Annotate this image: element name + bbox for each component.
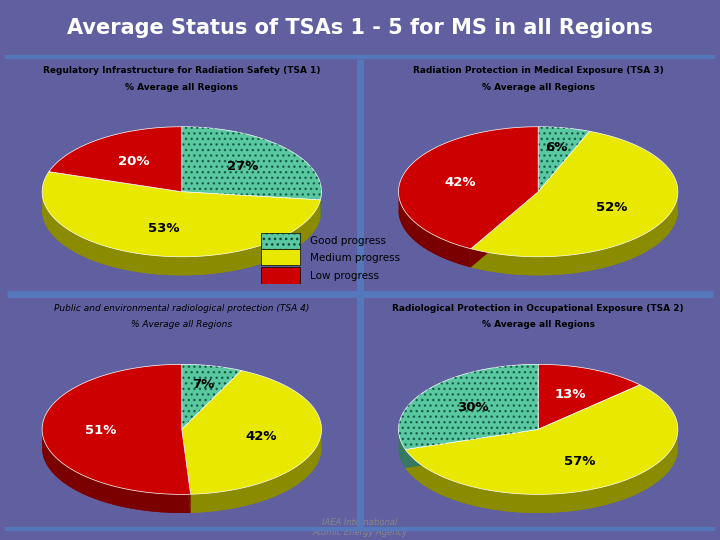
Polygon shape: [42, 192, 320, 275]
Bar: [261, 233, 300, 249]
Text: Radiation Protection in Medical Exposure (TSA 3): Radiation Protection in Medical Exposure…: [413, 66, 664, 76]
Text: Regulatory Infrastructure for Radiation Safety (TSA 1): Regulatory Infrastructure for Radiation …: [43, 66, 320, 76]
Text: Radiological Protection in Occupational Exposure (TSA 2): Radiological Protection in Occupational …: [392, 304, 684, 313]
Bar: [261, 233, 300, 249]
Polygon shape: [181, 448, 321, 513]
Text: Public and environmental radiological protection (TSA 4): Public and environmental radiological pr…: [54, 304, 310, 313]
Polygon shape: [42, 364, 191, 494]
Polygon shape: [181, 192, 320, 219]
Polygon shape: [42, 172, 320, 256]
Text: % Average all Regions: % Average all Regions: [125, 83, 238, 92]
Polygon shape: [181, 370, 321, 494]
Text: 13%: 13%: [554, 388, 586, 401]
Polygon shape: [405, 429, 539, 468]
Polygon shape: [405, 448, 678, 513]
Polygon shape: [471, 192, 678, 275]
Polygon shape: [42, 448, 191, 513]
Text: 20%: 20%: [118, 155, 150, 168]
Polygon shape: [181, 364, 241, 429]
Polygon shape: [181, 210, 321, 219]
Polygon shape: [399, 448, 539, 468]
Polygon shape: [399, 127, 539, 249]
Polygon shape: [181, 429, 191, 513]
Polygon shape: [405, 385, 678, 494]
Polygon shape: [399, 364, 539, 449]
Text: 51%: 51%: [85, 424, 117, 437]
Bar: [261, 267, 300, 284]
Polygon shape: [399, 429, 405, 468]
Polygon shape: [399, 192, 471, 267]
Polygon shape: [181, 127, 321, 200]
Polygon shape: [42, 430, 191, 513]
Polygon shape: [399, 210, 539, 267]
Polygon shape: [405, 429, 539, 468]
Text: 30%: 30%: [457, 401, 488, 414]
Text: Medium progress: Medium progress: [310, 253, 400, 262]
Polygon shape: [539, 127, 590, 192]
Text: % Average all Regions: % Average all Regions: [482, 83, 595, 92]
Polygon shape: [191, 430, 321, 513]
Polygon shape: [471, 131, 678, 256]
Polygon shape: [320, 192, 321, 219]
Text: 57%: 57%: [564, 455, 595, 468]
Text: Good progress: Good progress: [310, 237, 387, 246]
Text: Average Status of TSAs 1 - 5 for MS in all Regions: Average Status of TSAs 1 - 5 for MS in a…: [67, 18, 653, 38]
Text: Low progress: Low progress: [310, 271, 379, 281]
Polygon shape: [42, 210, 320, 275]
Text: 42%: 42%: [444, 176, 475, 189]
Text: % Average all Regions: % Average all Regions: [131, 320, 233, 329]
Text: 52%: 52%: [596, 201, 627, 214]
Text: 27%: 27%: [227, 160, 258, 173]
Text: 6%: 6%: [545, 140, 567, 153]
Text: IAEA International
Atomic Energy Agency: IAEA International Atomic Energy Agency: [312, 518, 408, 537]
Bar: [261, 249, 300, 265]
Polygon shape: [49, 127, 181, 192]
Text: 7%: 7%: [192, 379, 215, 392]
Text: 42%: 42%: [246, 430, 277, 443]
Polygon shape: [471, 192, 539, 267]
Polygon shape: [405, 429, 678, 513]
Polygon shape: [471, 210, 678, 275]
Polygon shape: [471, 192, 539, 267]
Text: % Average all Regions: % Average all Regions: [482, 320, 595, 329]
Polygon shape: [181, 192, 320, 219]
Polygon shape: [181, 429, 191, 513]
Polygon shape: [539, 364, 640, 429]
Text: 53%: 53%: [148, 222, 180, 235]
